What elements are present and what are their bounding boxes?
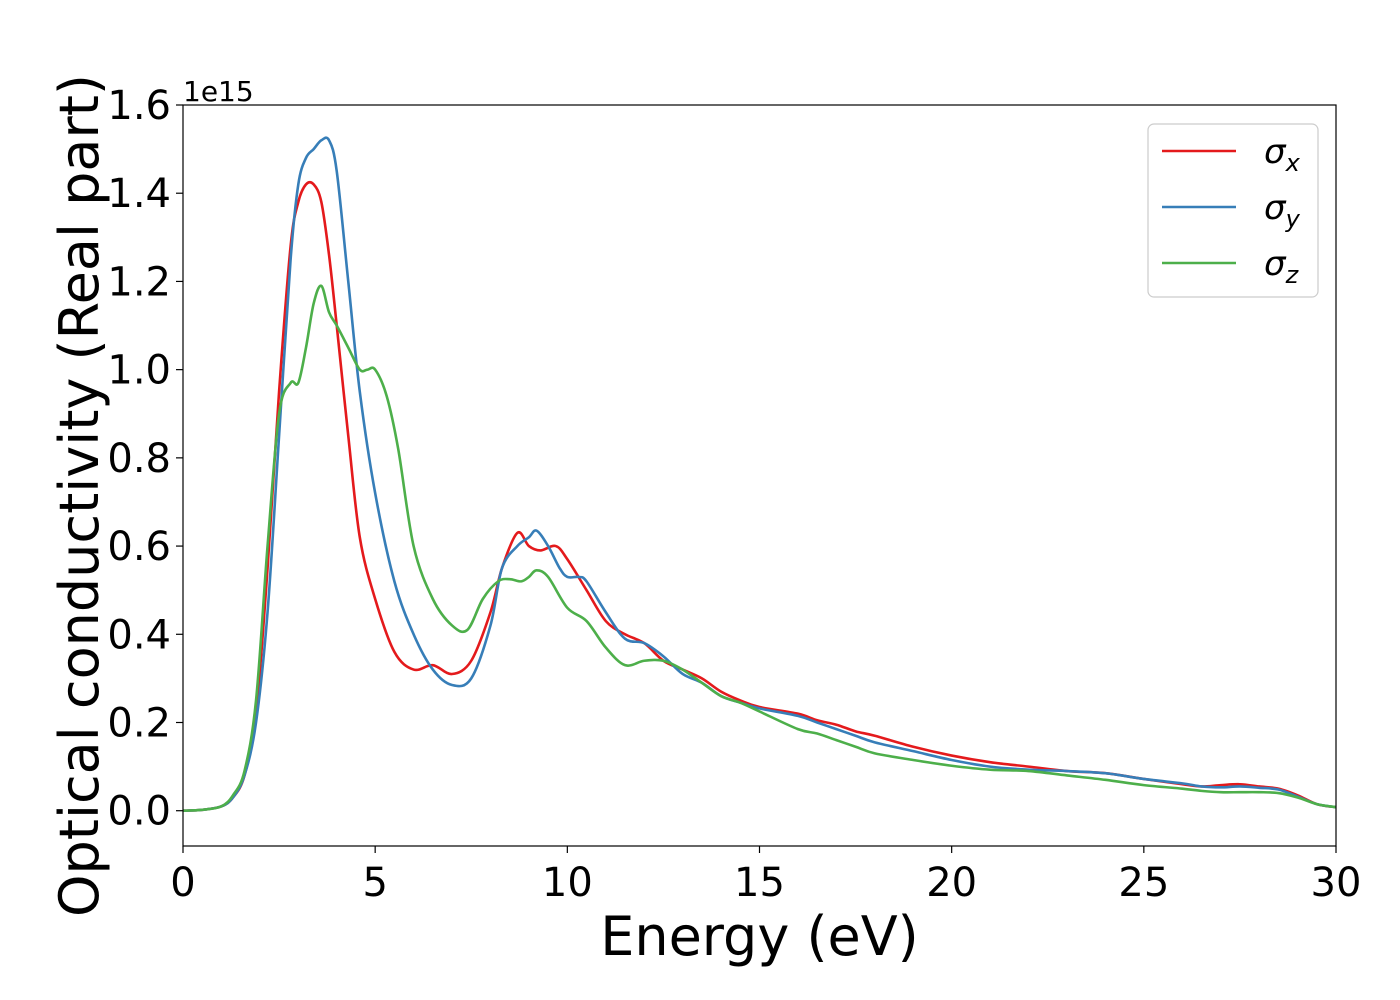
ticks-layer: 0 5 10 15 20 25 30 0.0 0.2 0.4 0.6 0.8 1.0 1.2 1.4 1.6 (107, 83, 1361, 906)
y-tick-label: 1.4 (107, 171, 171, 217)
y-tick-label: 0.4 (107, 612, 171, 658)
legend-box (1147, 123, 1319, 298)
series-layer (183, 136, 1336, 813)
y-axis-title: Optical conductivity (Real part) (48, 74, 111, 917)
x-tick-label: 20 (926, 860, 977, 906)
series-line-y (183, 136, 1336, 813)
x-tick-label: 0 (170, 860, 195, 906)
y-tick-label: 1.2 (107, 259, 171, 305)
y-offset-text: 1e15 (183, 75, 254, 108)
x-tick-label: 30 (1311, 860, 1362, 906)
y-tick-label: 1.0 (107, 348, 171, 394)
y-tick-label: 0.0 (107, 789, 171, 835)
y-tick-label: 1.6 (107, 83, 171, 129)
x-tick-label: 15 (734, 860, 785, 906)
x-tick-label: 5 (362, 860, 387, 906)
y-tick-label: 0.8 (107, 436, 171, 482)
legend-label-y: σy (1264, 188, 1301, 233)
x-tick-label: 10 (542, 860, 593, 906)
y-tick-label: 0.2 (107, 701, 171, 747)
y-tick-label: 0.6 (107, 524, 171, 570)
x-axis-title: Energy (eV) (600, 905, 919, 968)
series-line-z (183, 284, 1336, 813)
x-tick-label: 25 (1118, 860, 1169, 906)
